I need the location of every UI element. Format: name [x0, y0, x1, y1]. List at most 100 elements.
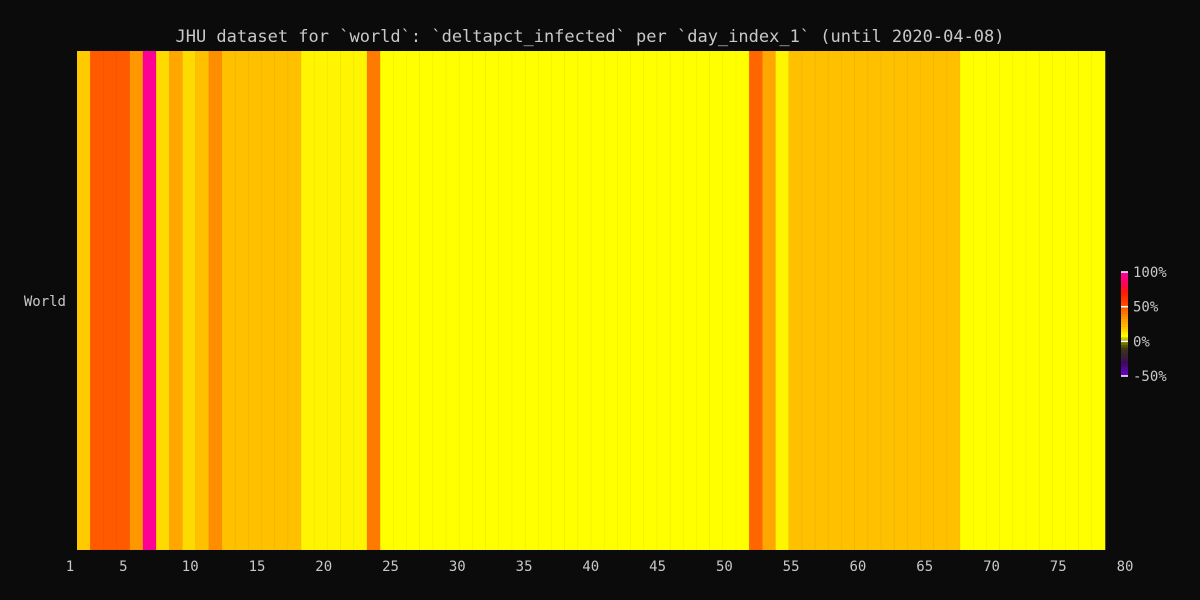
heatmap-cell-day-6	[142, 50, 157, 551]
heatmap-cell-day-46	[669, 50, 684, 551]
heatmap-cell-day-18	[300, 50, 315, 551]
colorbar-segment	[1121, 298, 1128, 301]
heatmap-cell-day-61	[867, 50, 882, 551]
colorbar-segment	[1121, 368, 1128, 372]
colorbar-segment	[1121, 308, 1128, 312]
colorbar-segment	[1121, 373, 1128, 377]
colorbar-segment	[1121, 334, 1128, 338]
heatmap-cell-day-55	[788, 50, 803, 551]
x-tick-label: 1	[66, 559, 74, 575]
heatmap-cell-day-10	[195, 50, 210, 551]
heatmap-cell-day-75	[1051, 50, 1067, 551]
heatmap-cell-day-60	[854, 50, 869, 551]
colorbar-segment	[1121, 324, 1128, 327]
heatmap-cell-day-11	[208, 50, 223, 551]
x-tick-label: 80	[1117, 559, 1134, 575]
heatmap-cell-day-74	[1038, 50, 1053, 551]
heatmap-cell-day-21	[340, 50, 355, 551]
heatmap-cell-day-19	[313, 50, 329, 551]
heatmap-cell-day-72	[1012, 50, 1027, 551]
x-tick-label: 30	[449, 559, 466, 575]
heatmap-cell-day-69	[972, 50, 987, 551]
x-tick-label: 10	[182, 559, 199, 575]
colorbar-segment	[1121, 331, 1128, 335]
heatmap-cell-day-51	[735, 50, 750, 551]
heatmap-cell-day-25	[393, 50, 408, 551]
heatmap-cell-day-54	[775, 50, 790, 551]
row-label-world: World	[24, 294, 66, 310]
heatmap-cell-day-12	[221, 50, 236, 551]
heatmap-cell-day-1	[76, 50, 91, 551]
heatmap-cell-day-31	[472, 50, 487, 551]
colorbar-ticks: 100% 50% 0% -50%	[1121, 265, 1167, 385]
colorbar-segment	[1121, 350, 1128, 353]
colorbar-segment	[1121, 347, 1128, 351]
heatmap-cell-day-13	[234, 50, 249, 551]
heatmap-cell-day-26	[406, 50, 421, 551]
heatmap-cell-day-17	[287, 50, 302, 551]
x-tick-label: 70	[983, 559, 1000, 575]
heatmap-cell-day-24	[379, 50, 394, 551]
heatmap-cell-day-14	[248, 50, 263, 551]
x-axis-ticks: 1 5 10 15 20 25 30 35 40 45 50 55 60 65 70 75 80	[66, 559, 1134, 575]
colorbar-segment	[1121, 316, 1128, 320]
heatmap-cell-day-70	[986, 50, 1001, 551]
heatmap-cell-day-27	[419, 50, 434, 551]
heatmap-cell-day-8	[168, 50, 184, 551]
heatmap-cell-day-73	[1025, 50, 1040, 551]
colorbar-segment	[1121, 337, 1128, 340]
heatmap-cell-day-50	[722, 50, 737, 551]
heatmap-cell-day-41	[603, 50, 618, 551]
heatmap-cell-day-76	[1065, 50, 1080, 551]
colorbar-segment	[1121, 355, 1128, 359]
colorbar-segment	[1121, 292, 1128, 296]
heatmap-cell-day-59	[841, 50, 856, 551]
colorbar-segment	[1121, 360, 1128, 364]
x-tick-label: 15	[249, 559, 266, 575]
colorbar-segment	[1121, 357, 1128, 361]
x-tick-label: 55	[783, 559, 800, 575]
colorbar	[1121, 272, 1128, 377]
colorbar-segment	[1121, 277, 1128, 281]
colorbar-segment	[1121, 279, 1128, 283]
colorbar-segment	[1121, 344, 1128, 348]
heatmap-cell-day-64	[907, 50, 922, 551]
colorbar-segment	[1121, 274, 1128, 278]
colorbar-segment	[1121, 282, 1128, 286]
heatmap-cell-day-62	[880, 50, 895, 551]
colorbar-tick-label: 50%	[1133, 300, 1159, 316]
heatmap-cell-day-71	[999, 50, 1014, 551]
heatmap-cell-day-44	[643, 50, 658, 551]
heatmap-cell-day-23	[366, 50, 381, 551]
heatmap-cell-day-67	[946, 50, 961, 551]
heatmap-cell-day-43	[630, 50, 645, 551]
colorbar-segment	[1121, 303, 1128, 307]
colorbar-segment	[1121, 295, 1128, 299]
heatmap-cell-day-39	[577, 50, 592, 551]
heatmap-cell-day-33	[498, 50, 513, 551]
heatmap-cell-day-49	[709, 50, 724, 551]
colorbar-segment	[1121, 365, 1128, 369]
heatmap-cell-day-29	[445, 50, 460, 551]
colorbar-segment	[1121, 290, 1128, 294]
heatmap-cell-day-65	[920, 50, 935, 551]
colorbar-segment	[1121, 300, 1128, 304]
heatmap-cell-day-9	[182, 50, 197, 551]
colorbar-segment	[1121, 311, 1128, 314]
heatmap-cell-day-35	[524, 50, 539, 551]
x-tick-label: 35	[516, 559, 533, 575]
heatmap-cell-day-15	[261, 50, 276, 551]
x-tick-label: 5	[119, 559, 127, 575]
colorbar-segment	[1121, 272, 1128, 275]
heatmap-cell-day-77	[1078, 50, 1093, 551]
heatmap-cell-day-22	[353, 50, 368, 551]
heatmap-cell-day-20	[327, 50, 342, 551]
colorbar-segment	[1121, 321, 1128, 325]
colorbar-segment	[1121, 326, 1128, 330]
x-tick-label: 60	[849, 559, 866, 575]
heatmap-cell-day-78	[1091, 50, 1106, 551]
heatmap-cell-day-68	[959, 50, 974, 551]
heatmap-cell-day-37	[551, 50, 566, 551]
heatmap-cells	[76, 50, 1106, 551]
